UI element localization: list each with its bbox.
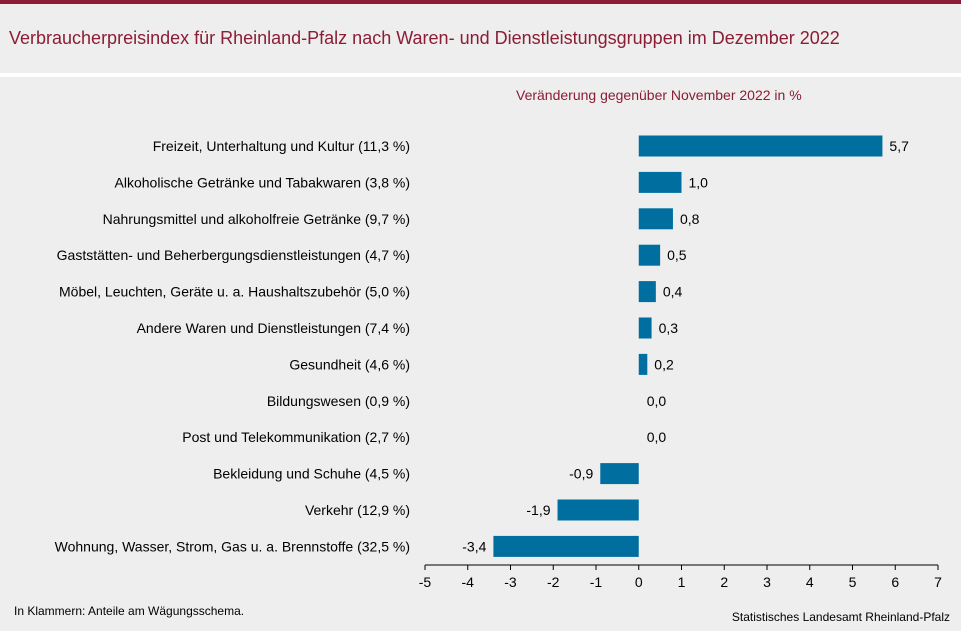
value-label: 0,8: [680, 211, 700, 227]
category-label: Gesundheit (4,6 %): [289, 356, 410, 372]
bar: [638, 317, 652, 339]
footnote: In Klammern: Anteile am Wägungsschema.: [14, 604, 245, 618]
category-label: Bekleidung und Schuhe (4,5 %): [213, 466, 410, 482]
source-credit: Statistisches Landesamt Rheinland-Pfalz: [731, 610, 950, 624]
x-tick-label: 1: [678, 574, 686, 590]
x-tick-label: 4: [806, 574, 814, 590]
category-label: Andere Waren und Dienstleistungen (7,4 %…: [137, 320, 410, 336]
x-tick-label: -1: [590, 574, 603, 590]
x-tick-label: 3: [763, 574, 771, 590]
category-label: Nahrungsmittel und alkoholfreie Getränke…: [103, 211, 410, 227]
x-tick-label: 2: [720, 574, 728, 590]
value-label: 0,5: [667, 247, 687, 263]
value-label: 0,2: [654, 356, 674, 372]
chart-title: Verbraucherpreisindex für Rheinland-Pfal…: [9, 28, 840, 48]
category-label: Wohnung, Wasser, Strom, Gas u. a. Brenns…: [55, 538, 410, 554]
value-label: 0,0: [647, 393, 667, 409]
category-label: Freizeit, Unterhaltung und Kultur (11,3 …: [153, 138, 410, 154]
bar: [638, 244, 661, 266]
bar: [638, 281, 656, 303]
x-tick-label: 5: [849, 574, 857, 590]
value-label: -3,4: [462, 538, 486, 554]
x-tick-label: -4: [462, 574, 475, 590]
bar: [638, 135, 883, 157]
title-divider: [0, 73, 961, 77]
category-label: Alkoholische Getränke und Tabakwaren (3,…: [115, 174, 410, 190]
value-label: 5,7: [889, 138, 909, 154]
chart-subtitle: Veränderung gegenüber November 2022 in %: [516, 87, 802, 103]
bar: [557, 499, 639, 521]
value-label: -1,9: [526, 502, 550, 518]
bar: [638, 208, 673, 230]
value-label: -0,9: [569, 466, 593, 482]
bar: [600, 463, 639, 485]
x-tick-label: -2: [547, 574, 560, 590]
x-tick-label: -5: [419, 574, 432, 590]
value-label: 0,0: [647, 429, 667, 445]
x-tick-label: 0: [635, 574, 643, 590]
bar: [638, 171, 682, 193]
bar: [638, 353, 648, 375]
x-tick-label: 7: [934, 574, 942, 590]
value-label: 0,4: [663, 284, 683, 300]
value-label: 1,0: [689, 174, 709, 190]
value-label: 0,3: [659, 320, 679, 336]
category-label: Gaststätten- und Beherbergungsdienstleis…: [57, 247, 410, 263]
x-tick-label: -3: [504, 574, 517, 590]
bar: [493, 535, 639, 557]
category-label: Post und Telekommunikation (2,7 %): [182, 429, 410, 445]
category-label: Verkehr (12,9 %): [305, 502, 410, 518]
top-accent-bar: [0, 0, 961, 4]
category-label: Bildungswesen (0,9 %): [267, 393, 410, 409]
x-tick-label: 6: [891, 574, 899, 590]
category-label: Möbel, Leuchten, Geräte u. a. Haushaltsz…: [59, 284, 410, 300]
